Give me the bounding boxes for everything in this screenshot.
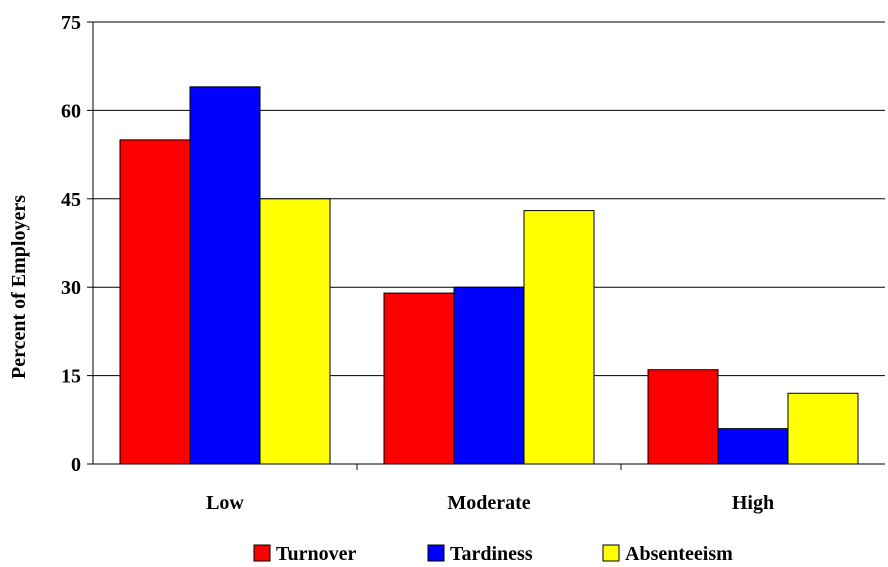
legend-swatch-turnover <box>253 544 271 562</box>
y-tick-label: 0 <box>71 454 81 476</box>
y-tick-label: 75 <box>61 12 81 34</box>
bar-turnover-low <box>119 139 191 465</box>
bar-tardiness-high <box>717 428 789 465</box>
bar-turnover-high <box>647 369 719 465</box>
axes <box>87 21 885 470</box>
legend-label-tardiness: Tardiness <box>450 543 533 565</box>
y-tick-label: 60 <box>61 100 81 122</box>
bar-turnover-moderate <box>383 292 455 465</box>
legend-swatch-absenteeism <box>602 544 620 562</box>
tick-labels: 0 15 30 45 60 75 Low Moderate High <box>61 12 774 514</box>
y-tick-label: 45 <box>61 189 81 211</box>
bars <box>119 86 859 465</box>
bar-absenteeism-high <box>787 392 859 465</box>
x-category-label: Low <box>206 492 244 514</box>
y-tick-label: 15 <box>61 366 81 388</box>
bar-absenteeism-low <box>259 198 331 465</box>
bar-absenteeism-moderate <box>523 210 595 465</box>
legend-label-absenteeism: Absenteeism <box>625 543 733 565</box>
bar-tardiness-low <box>189 86 261 465</box>
x-category-label: High <box>732 492 774 514</box>
bar-tardiness-moderate <box>453 286 525 465</box>
x-category-label: Moderate <box>447 492 530 514</box>
legend-label-turnover: Turnover <box>276 543 357 565</box>
legend: Turnover Tardiness Absenteeism <box>253 543 733 565</box>
y-tick-label: 30 <box>61 277 81 299</box>
y-axis-title: Percent of Employers <box>8 195 30 379</box>
legend-swatch-tardiness <box>427 544 445 562</box>
